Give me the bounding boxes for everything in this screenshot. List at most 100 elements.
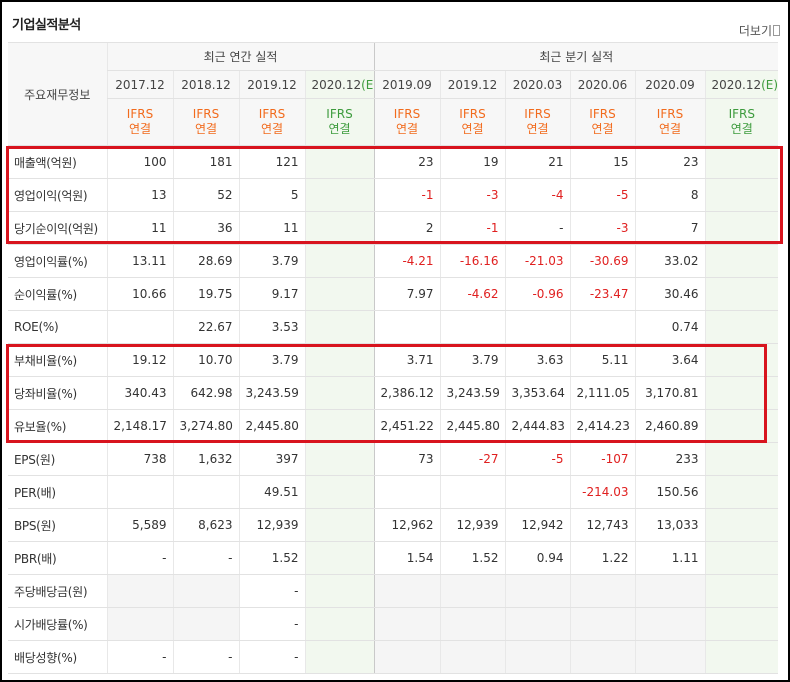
cell (504, 475, 570, 509)
cell (304, 244, 374, 278)
basis: 연결 (461, 122, 484, 136)
row-label: 영업이익(억원) (8, 178, 107, 212)
period: 2020.09 (645, 77, 695, 92)
cell: 8,623 (172, 508, 239, 542)
cell: 12,942 (504, 508, 570, 542)
period-row: 2017.122018.122019.122020.12(E)2019.0920… (8, 70, 779, 99)
basis: 연결 (658, 122, 682, 136)
cell: - (106, 541, 173, 575)
row-label: 주당배당금(원) (8, 574, 107, 608)
row-label: EPS(원) (8, 442, 107, 476)
data-row: 배당성향(%) - - - (8, 640, 779, 674)
cell: - (238, 640, 305, 674)
cell (106, 310, 173, 344)
row-label: 순이익률(%) (8, 277, 107, 311)
cell (439, 574, 505, 608)
cell (704, 508, 779, 542)
cell: 12,962 (373, 508, 440, 542)
cell (172, 607, 239, 641)
cell: 19.75 (172, 277, 239, 311)
cell (504, 607, 570, 641)
data-row: 영업이익률(%) 13.11 28.69 3.79 -4.21 -16.16 -21.03-… (8, 244, 779, 278)
period: 2020.06 (577, 77, 628, 92)
cell: 30.46 (634, 277, 705, 311)
cell: 2 (373, 211, 440, 245)
row-label: 부채비율(%) (8, 343, 107, 377)
basis-header: IFRS 연결 (238, 98, 305, 146)
cell: 13.11 (106, 244, 173, 278)
data-row: 당기순이익(억원) 11 36 11 2 -1- -3 7 (8, 211, 779, 245)
basis: IFRS (393, 107, 421, 121)
basis: 연결 (328, 122, 351, 136)
cell: 121 (238, 145, 305, 179)
period-header: 2017.12 (106, 70, 173, 99)
period: 2019.12 (447, 77, 498, 92)
row-header: 주요재무정보 (8, 42, 107, 146)
cell: 3.53 (238, 310, 305, 344)
data-row: ROE(%) 22.67 3.53 0.74 (8, 310, 779, 344)
cell: -16.16 (439, 244, 505, 278)
cell (304, 178, 374, 212)
basis: IFRS (126, 107, 154, 121)
cell: 3,170.81 (634, 376, 705, 410)
basis: IFRS (326, 107, 353, 121)
cell (439, 475, 505, 509)
basis-header: IFRS 연결 (569, 98, 635, 146)
cell (304, 277, 374, 311)
basis: IFRS (459, 107, 486, 121)
period-header: 2018.12 (172, 70, 239, 99)
cell (569, 640, 635, 674)
estimate-mark: (E) (361, 77, 374, 92)
cell (304, 310, 374, 344)
cell (634, 640, 705, 674)
cell (704, 178, 779, 212)
basis-header: IFRS 연결 (304, 98, 374, 146)
cell (439, 640, 505, 674)
cell: 33.02 (634, 244, 705, 278)
cell: 7.97 (373, 277, 440, 311)
cell: 73 (373, 442, 440, 476)
more-link[interactable]: 더보기 (738, 24, 772, 38)
cell (504, 310, 570, 344)
cell: 2,445.80 (439, 409, 505, 443)
cell: -0.96 (504, 277, 570, 311)
cell: 1.11 (634, 541, 705, 575)
cell: -27 (439, 442, 505, 476)
basis-header: IFRS 연결 (373, 98, 440, 146)
cell: 12,939 (439, 508, 505, 542)
cell (704, 640, 779, 674)
cell: 3.63 (504, 343, 570, 377)
cell: 3.79 (439, 343, 505, 377)
cell: -4.62 (439, 277, 505, 311)
period-header: 2020.03 (504, 70, 570, 99)
cell (704, 607, 779, 641)
basis-row: IFRS 연결 IFRS 연결 IFRS 연결 IFRS 연결 IFRS 연결 IFRS 연결 IFRS… (8, 98, 779, 146)
basis: 연결 (128, 122, 152, 136)
cell (304, 541, 374, 575)
cell: -107 (569, 442, 635, 476)
cell: - (238, 607, 305, 641)
cell (704, 211, 779, 245)
cell (373, 475, 440, 509)
cell: -214.03 (569, 475, 635, 509)
data-row: EPS(원) 738 1,632 397 73 -27 -5 -107 233 (8, 442, 779, 476)
cell (304, 508, 374, 542)
section-title: 기업실적분석 (12, 18, 81, 33)
data-row: PBR(배) - -1.52 1.54 1.52 0.94 1.22 1.11 (8, 541, 779, 575)
cell (304, 574, 374, 608)
cell: 3.71 (373, 343, 440, 377)
cell (106, 607, 173, 641)
cell (704, 541, 779, 575)
cell (504, 640, 570, 674)
period-header: 2020.06 (569, 70, 635, 99)
cell: - (106, 640, 173, 674)
more-icon[interactable] (773, 25, 780, 36)
cell: 49.51 (238, 475, 305, 509)
cell: 150.56 (634, 475, 705, 509)
cell: 3,274.80 (172, 409, 239, 443)
cell (704, 145, 779, 179)
cell: 5 (238, 178, 305, 212)
cell: 19.12 (106, 343, 173, 377)
cell: - (172, 640, 239, 674)
